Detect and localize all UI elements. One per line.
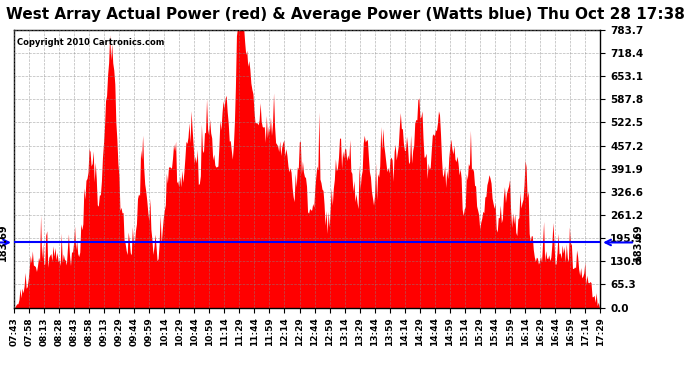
Text: 183.69: 183.69 bbox=[0, 224, 8, 261]
Text: West Array Actual Power (red) & Average Power (Watts blue) Thu Oct 28 17:38: West Array Actual Power (red) & Average … bbox=[6, 8, 684, 22]
Text: 183.69: 183.69 bbox=[633, 224, 642, 261]
Text: Copyright 2010 Cartronics.com: Copyright 2010 Cartronics.com bbox=[17, 38, 164, 47]
